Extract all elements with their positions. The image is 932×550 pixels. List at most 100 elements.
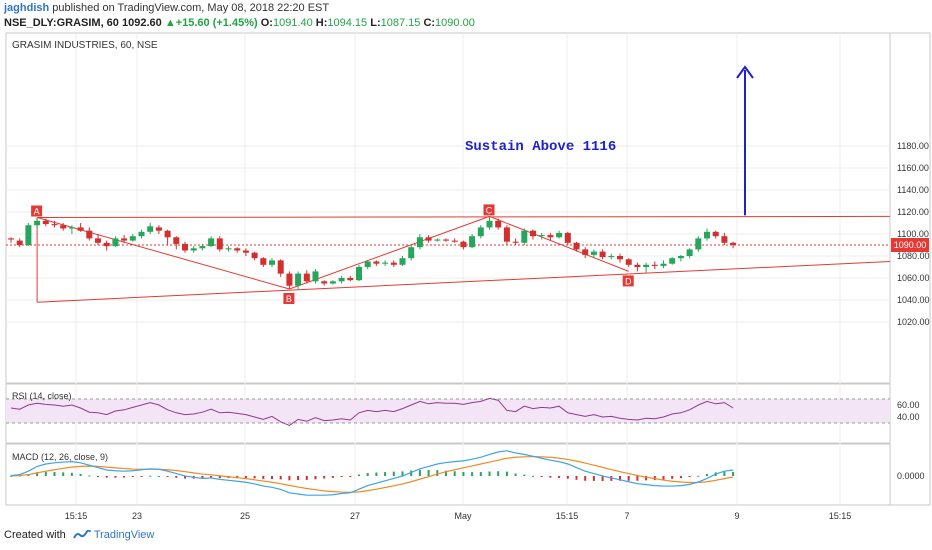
price-tick-label: 1020.00 [897, 317, 930, 327]
macd-histogram-bar [505, 471, 508, 476]
macd-signal-line [10, 455, 734, 493]
candle-body [173, 237, 180, 244]
candle-body [634, 264, 641, 267]
time-tick-label: 9 [734, 511, 739, 521]
macd-histogram-bar [210, 476, 213, 478]
macd-histogram-bar [636, 476, 639, 481]
symbol-line: NSE_DLY:GRASIM, 60 [4, 17, 119, 29]
macd-histogram-bar [44, 471, 47, 476]
annotation-text: Sustain Above 1116 [465, 139, 616, 155]
publish-info: jaghdish published on TradingView.com, M… [4, 2, 329, 14]
macd-pane-border [5, 443, 891, 506]
resistance-line [37, 215, 891, 218]
pattern-point-label: D [625, 276, 632, 286]
macd-histogram-bar [392, 471, 395, 476]
macd-histogram-bar [36, 472, 39, 476]
candle-body [390, 262, 397, 265]
macd-histogram-bar [305, 476, 308, 480]
macd-histogram-bar [445, 470, 447, 476]
macd-histogram-bar [662, 476, 665, 480]
candle-body [469, 236, 476, 248]
macd-histogram-bar [236, 476, 239, 479]
pattern-point-badge [622, 275, 634, 287]
open-value: 1091.40 [272, 17, 313, 29]
publish-text: published on TradingView.com, May 08, 20… [52, 2, 330, 14]
macd-histogram-bar [575, 476, 578, 480]
macd-histogram-bar [149, 475, 152, 477]
macd-histogram-bar [679, 476, 682, 479]
author-name[interactable]: jaghdish [4, 2, 50, 14]
candle-body [269, 260, 275, 265]
candle-body [199, 246, 206, 249]
macd-histogram-bar [79, 473, 82, 476]
macd-line [10, 450, 734, 496]
candle-body [303, 273, 310, 282]
macd-label: MACD (12, 26, close, 9) [12, 452, 108, 462]
macd-histogram-bar [62, 472, 65, 476]
macd-histogram-bar [123, 476, 126, 478]
macd-histogram-bar [262, 476, 265, 479]
candle-body [321, 281, 328, 284]
candle-body [8, 238, 14, 240]
macd-histogram-bar [584, 476, 587, 481]
candle-body [451, 240, 458, 242]
macd-histogram-bar [244, 476, 247, 479]
symbol-ohlc-line: NSE_DLY:GRASIM, 60 1092.60 ▲+15.60 (+1.4… [4, 17, 475, 29]
candle-body [695, 238, 702, 250]
macd-histogram-bar [97, 476, 99, 477]
macd-histogram-bar [340, 476, 343, 477]
macd-histogram-bar [323, 476, 326, 479]
time-tick-label: May [454, 511, 472, 521]
macd-histogram-bar [184, 476, 186, 479]
candle-body [25, 225, 32, 245]
macd-histogram-bar [627, 476, 630, 481]
candle-body [329, 281, 336, 284]
candle-body [364, 261, 371, 267]
tradingview-brand[interactable]: TradingView [93, 529, 155, 541]
last-price-tag-label: 1090.00 [894, 240, 927, 250]
macd-histogram-bar [523, 474, 526, 476]
candle-body [155, 227, 162, 231]
low-value: 1087.15 [380, 17, 421, 29]
candle-body [721, 236, 728, 243]
candle-body [190, 248, 197, 251]
candle-body [95, 238, 101, 243]
candle-body [512, 241, 519, 243]
macd-histogram-bar [697, 475, 700, 477]
close-label: C: [423, 17, 436, 29]
candle-body [573, 242, 580, 250]
macd-histogram-bar [418, 469, 421, 476]
macd-histogram-bar [401, 471, 404, 476]
macd-histogram-bar [279, 476, 282, 480]
price-tick-label: 1140.00 [897, 185, 929, 195]
candle-body [60, 225, 67, 229]
candle-body [495, 220, 502, 228]
macd-histogram-bar [375, 472, 378, 476]
macd-histogram-bar [297, 476, 300, 481]
candle-body [216, 238, 223, 250]
high-label: H: [315, 17, 328, 29]
macd-histogram-bar [592, 476, 595, 481]
candle-body [77, 227, 84, 231]
last-price: 1092.60 [121, 17, 162, 29]
macd-histogram-bar [358, 474, 360, 476]
macd-histogram-bar [479, 472, 482, 476]
candle-body [477, 227, 484, 237]
candle-body [68, 227, 75, 229]
macd-histogram-bar [70, 472, 73, 476]
time-tick-label: 15:15 [556, 511, 579, 521]
macd-histogram-bar [462, 471, 465, 476]
footer: Created with TradingView [4, 529, 154, 541]
macd-histogram-bar [540, 476, 543, 477]
candle-body [295, 273, 302, 286]
candle-body [399, 258, 406, 265]
price-tick-label: 1120.00 [897, 207, 929, 217]
candle-body [103, 242, 110, 247]
candle-body [51, 224, 58, 226]
macd-histogram-bar [514, 473, 517, 476]
time-tick-label: 15:15 [65, 511, 88, 521]
candle-body [225, 248, 232, 250]
low-label: L: [370, 17, 381, 29]
macd-histogram-bar [253, 476, 256, 479]
